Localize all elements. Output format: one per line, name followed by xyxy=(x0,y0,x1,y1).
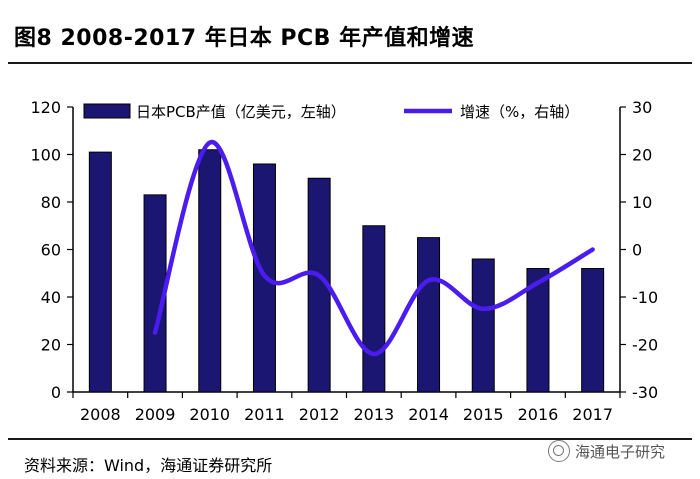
legend: 日本PCB产值（亿美元，左轴） 增速（%，右轴） xyxy=(83,103,579,121)
x-tick-label: 2008 xyxy=(80,405,121,424)
x-tick-label: 2011 xyxy=(244,405,285,424)
title-divider xyxy=(8,62,692,64)
legend-label-bar: 日本PCB产值（亿美元，左轴） xyxy=(136,103,346,121)
tick-labels: 0 20 40 60 80 100 120 -30 -20 -10 0 10 20 30 2008 2009 2… xyxy=(30,98,658,424)
bar xyxy=(362,225,386,393)
bar-line-chart: 0 20 40 60 80 100 120 -30 -20 -10 0 10 20 30 2008 2009 2… xyxy=(30,98,658,424)
wechat-icon xyxy=(548,440,570,462)
x-tick-label: 2016 xyxy=(518,405,559,424)
y-right-tick-label: -20 xyxy=(632,336,658,355)
bar xyxy=(198,149,222,393)
bar xyxy=(526,268,550,393)
bar-series xyxy=(88,149,605,393)
x-tick-label: 2012 xyxy=(299,405,340,424)
y-left-tick-label: 100 xyxy=(30,146,61,165)
y-right-tick-label: 30 xyxy=(632,98,652,117)
source-divider xyxy=(8,438,692,440)
y-left-tick-label: 120 xyxy=(30,98,61,117)
y-left-tick-label: 0 xyxy=(51,383,61,402)
legend-swatch-bar xyxy=(83,103,131,119)
x-tick-label: 2009 xyxy=(135,405,176,424)
bar xyxy=(417,237,441,393)
bar xyxy=(581,268,605,393)
y-right-tick-label: 0 xyxy=(632,241,642,260)
y-right-tick-label: 10 xyxy=(632,193,652,212)
y-right-tick-label: -10 xyxy=(632,288,658,307)
watermark: 海通电子研究 xyxy=(548,440,665,462)
x-tick-label: 2015 xyxy=(463,405,504,424)
y-left-tick-label: 60 xyxy=(41,241,61,260)
x-tick-label: 2013 xyxy=(353,405,394,424)
watermark-text: 海通电子研究 xyxy=(575,442,666,461)
x-tick-label: 2017 xyxy=(572,405,613,424)
page-title: 图8 2008-2017 年日本 PCB 年产值和增速 xyxy=(14,26,475,51)
y-right-tick-label: -30 xyxy=(632,383,658,402)
y-left-tick-label: 20 xyxy=(41,336,61,355)
x-tick-label: 2014 xyxy=(408,405,449,424)
bar xyxy=(471,258,495,393)
y-left-tick-label: 80 xyxy=(41,193,61,212)
x-tick-label: 2010 xyxy=(189,405,230,424)
line-series xyxy=(152,140,595,357)
y-left-tick-label: 40 xyxy=(41,288,61,307)
legend-label-line: 增速（%，右轴） xyxy=(460,103,579,121)
source-note: 资料来源：Wind，海通证券研究所 xyxy=(24,456,273,475)
y-right-tick-label: 20 xyxy=(632,146,652,165)
bar xyxy=(88,151,112,393)
